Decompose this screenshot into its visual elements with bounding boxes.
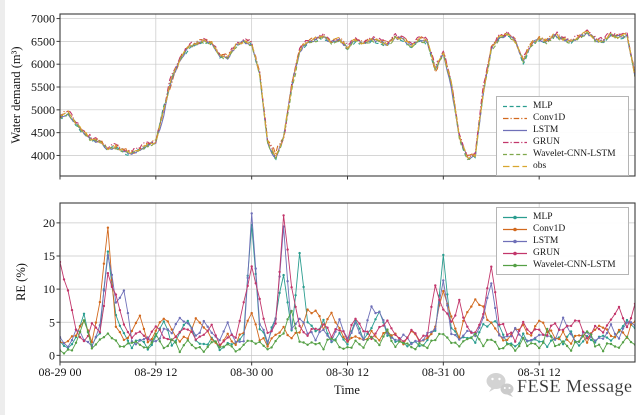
legend-sample-line (503, 153, 527, 155)
legend-sample-line (503, 165, 527, 167)
legend-item-grun: GRUN (502, 136, 622, 148)
x-tick-label: 08-30 00 (230, 365, 273, 379)
legend-item-lstm: LSTM (502, 124, 622, 136)
legend-item-wavelet-cnn-lstm: Wavelet-CNN-LSTM (502, 259, 622, 271)
series-line-obs (60, 30, 635, 159)
top-plot-series (60, 29, 635, 162)
legend-label: LSTM (533, 236, 559, 246)
legend-item-wavelet-cnn-lstm: Wavelet-CNN-LSTM (502, 148, 622, 160)
x-axis-label: Time (334, 383, 360, 397)
legend-item-lstm: LSTM (502, 235, 622, 247)
legend-label: Conv1D (533, 224, 566, 234)
y-tick-label: 5000 (31, 103, 55, 117)
legend-label: MLP (533, 212, 553, 222)
legend-item-mlp: MLP (502, 100, 622, 112)
axis-tick-labels: 4000 4500 5000 5500 6000 6500 7000 0 5 10 15 20 08-2… (31, 12, 561, 379)
top-legend: MLP Conv1D LSTM GRUN Wavelet-CNN-LSTM ob… (496, 96, 629, 176)
legend-sample-line (503, 129, 527, 131)
bottom-plot-series (60, 212, 635, 355)
legend-sample-line (503, 263, 527, 267)
y-tick-label: 7000 (31, 12, 55, 26)
legend-item-mlp: MLP (502, 211, 622, 223)
y-tick-label: 10 (43, 282, 55, 296)
y-tick-label: 4500 (31, 126, 55, 140)
legend-item-grun: GRUN (502, 247, 622, 259)
y-tick-label: 4000 (31, 148, 55, 162)
legend-label: obs (533, 161, 547, 171)
screenshot-edge-strip (0, 0, 5, 415)
legend-label: MLP (533, 101, 553, 111)
legend-item-conv1d: Conv1D (502, 223, 622, 235)
legend-sample-line (503, 105, 527, 107)
series-markers-GRUN (60, 214, 635, 347)
legend-label: LSTM (533, 125, 559, 135)
legend-sample-line (503, 227, 527, 231)
watermark: FESE Message (486, 373, 633, 397)
legend-label: Wavelet-CNN-LSTM (533, 260, 616, 270)
legend-label: GRUN (533, 248, 560, 258)
axis-ticks (56, 18, 540, 366)
legend-item-obs: obs (502, 160, 622, 172)
legend-label: GRUN (533, 137, 560, 147)
x-tick-label: 08-30 12 (326, 365, 369, 379)
x-tick-label: 08-29 00 (39, 365, 82, 379)
bottom-legend: MLP Conv1D LSTM GRUN Wavelet-CNN-LSTM (496, 207, 629, 275)
watermark-text: FESE Message (517, 376, 633, 396)
y-tick-label: 0 (49, 348, 55, 362)
legend-sample-line (503, 251, 527, 255)
y-tick-label: 5 (49, 315, 55, 329)
y-tick-label: 5500 (31, 80, 55, 94)
x-tick-label: 08-29 12 (134, 365, 177, 379)
legend-sample-line (503, 215, 527, 219)
legend-sample-line (503, 117, 527, 119)
series-line-Wavelet-CNN-LSTM (60, 31, 635, 161)
chat-logo-icon (486, 373, 514, 397)
x-tick-label: 08-31 12 (518, 365, 561, 379)
y-tick-label: 15 (43, 249, 55, 263)
series-markers-Wavelet-CNN-LSTM (60, 309, 635, 355)
legend-item-conv1d: Conv1D (502, 112, 622, 124)
legend-label: Wavelet-CNN-LSTM (533, 149, 616, 159)
x-tick-label: 08-31 00 (422, 365, 465, 379)
top-y-axis-label: Water demand (m³) (9, 46, 23, 143)
legend-sample-line (503, 239, 527, 243)
bottom-y-axis-label: RE (%) (14, 263, 28, 301)
y-tick-label: 20 (43, 216, 55, 230)
y-tick-label: 6000 (31, 57, 55, 71)
legend-label: Conv1D (533, 113, 566, 123)
y-tick-label: 6500 (31, 34, 55, 48)
legend-sample-line (503, 141, 527, 143)
